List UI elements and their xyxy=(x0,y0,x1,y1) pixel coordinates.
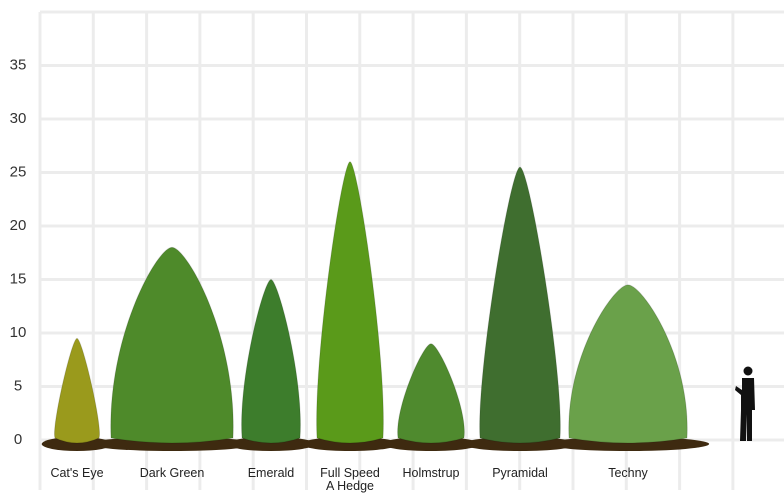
y-tick-label: 30 xyxy=(10,110,27,127)
y-tick-label: 0 xyxy=(14,431,22,448)
category-label: Cat's Eye xyxy=(50,466,104,480)
category-label: Holmstrup xyxy=(402,466,460,480)
tree xyxy=(568,284,688,444)
y-tick-label: 10 xyxy=(10,324,27,341)
tree-shadow xyxy=(382,437,480,451)
person-head xyxy=(743,366,753,376)
tree xyxy=(110,246,234,444)
tree xyxy=(479,166,561,444)
y-tick-label: 20 xyxy=(10,217,27,234)
tree-shadow xyxy=(41,437,113,451)
person-silhouette xyxy=(735,366,755,441)
category-label: Full Speed A Hedge xyxy=(320,466,380,493)
category-label: Pyramidal xyxy=(492,466,548,480)
person-body xyxy=(735,378,755,441)
tree-shadow xyxy=(301,437,399,451)
y-tick-label: 25 xyxy=(10,163,27,180)
tree xyxy=(53,337,101,444)
plot-area xyxy=(41,161,710,451)
category-label: Dark Green xyxy=(139,466,205,480)
y-tick-label: 5 xyxy=(14,377,22,394)
y-tick-label: 35 xyxy=(10,56,27,73)
tree xyxy=(241,278,301,444)
tree xyxy=(397,343,465,444)
tree xyxy=(316,161,384,444)
tree-shadow xyxy=(462,437,578,451)
category-label: Emerald xyxy=(247,466,295,480)
tree-shadow xyxy=(227,437,315,451)
category-label: Techny xyxy=(608,466,648,480)
y-tick-label: 15 xyxy=(10,270,27,287)
